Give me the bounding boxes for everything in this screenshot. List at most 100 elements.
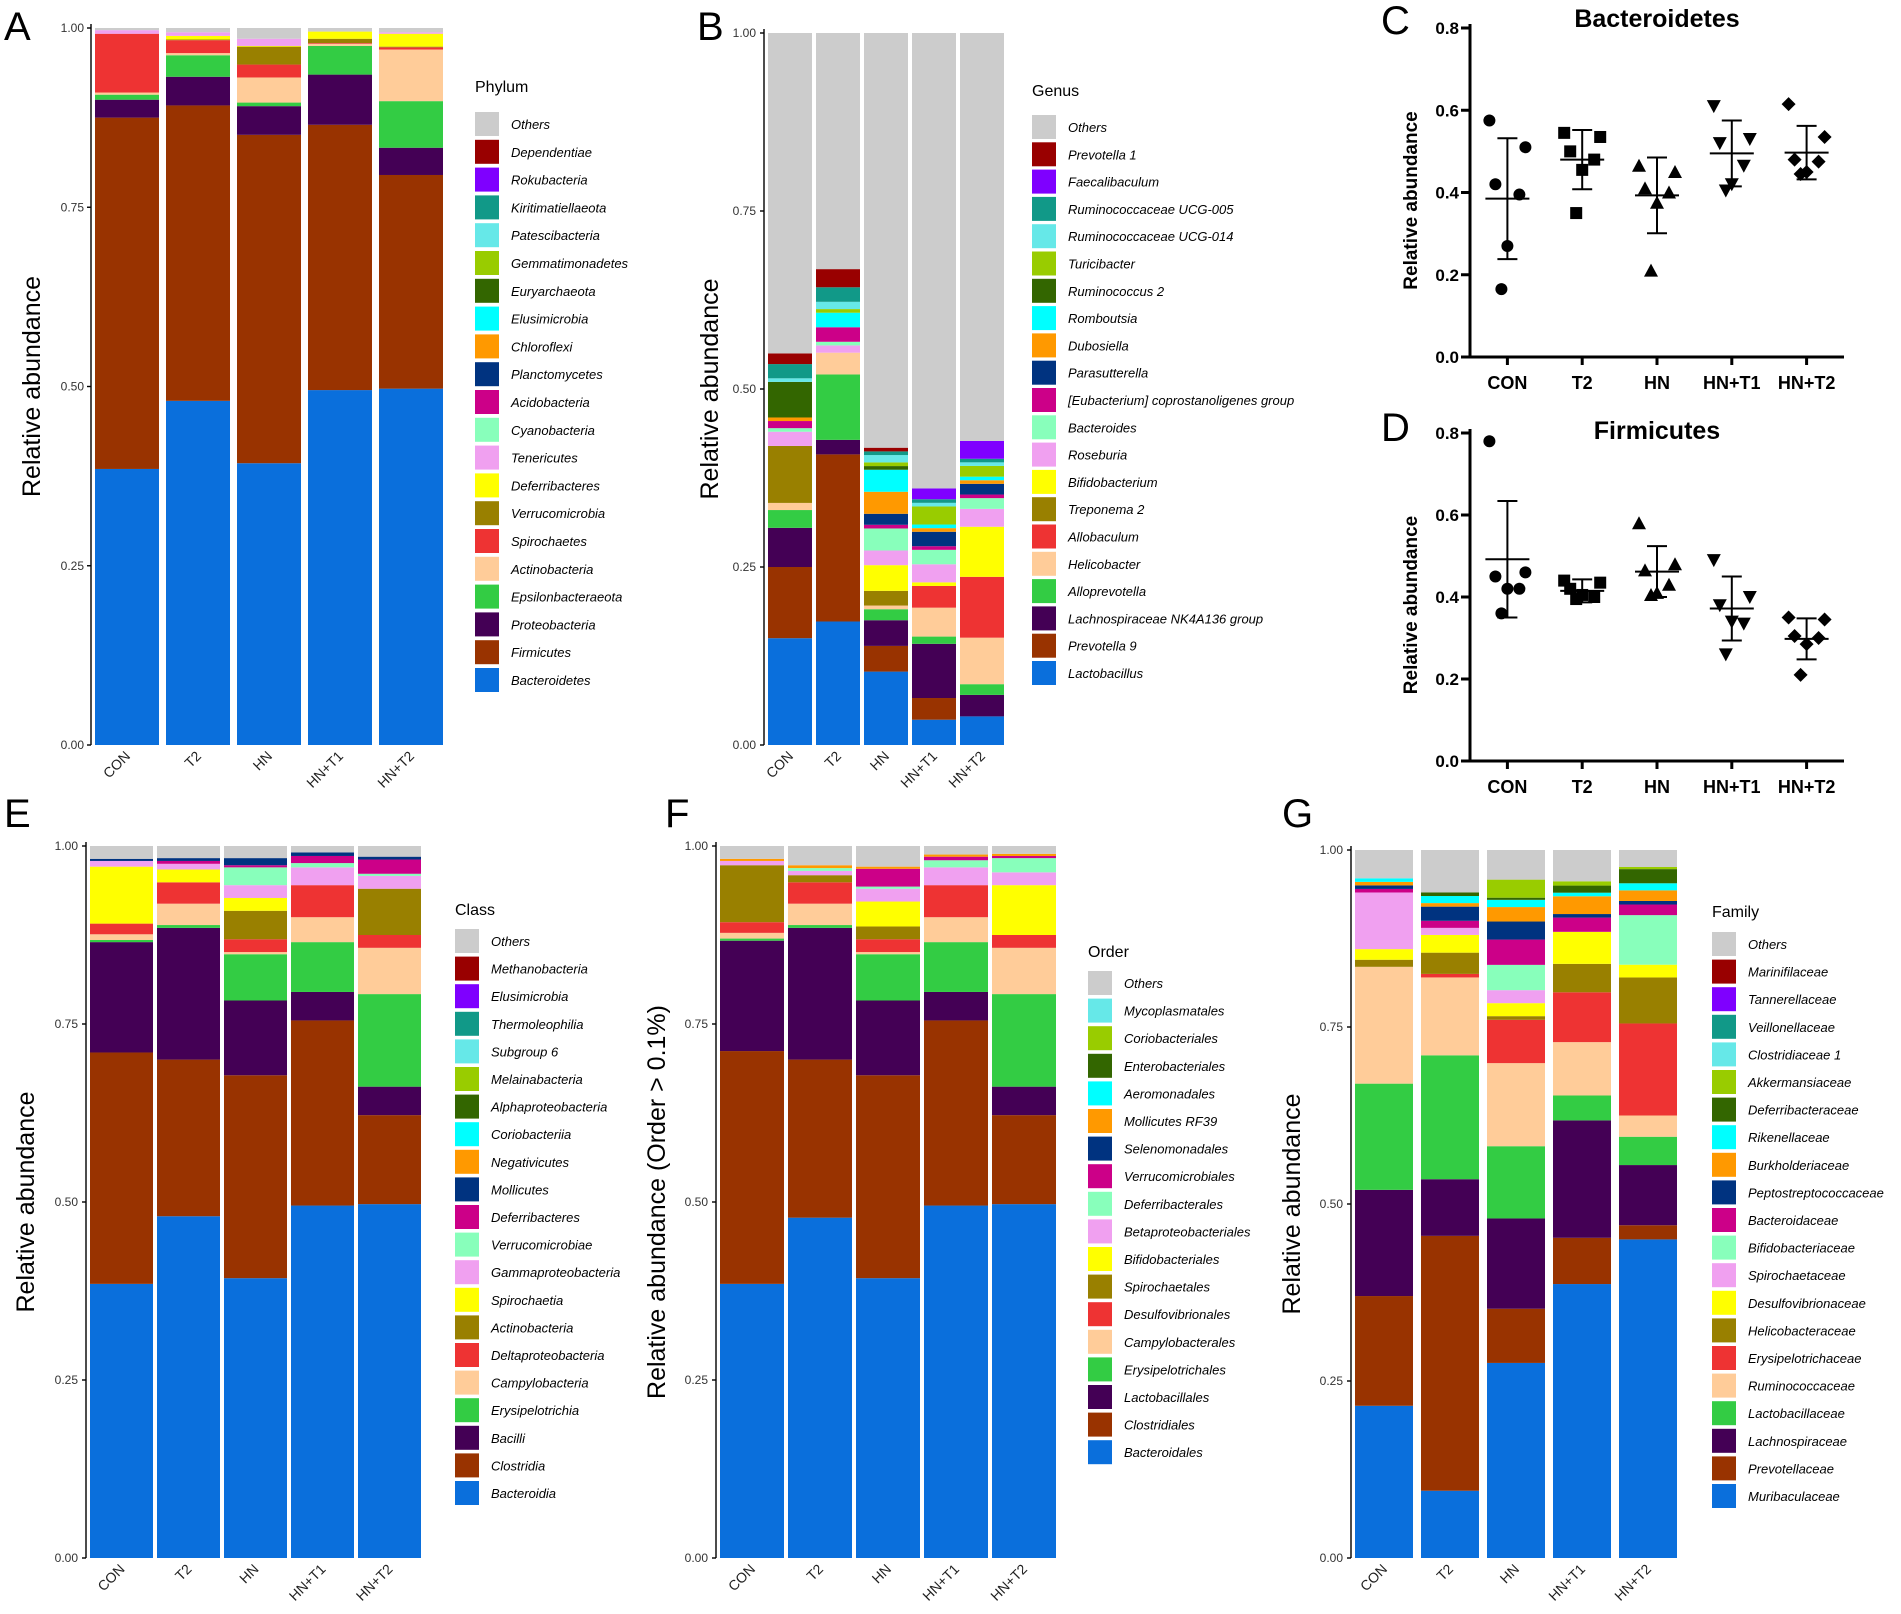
bar-segment-con-treponema-2 <box>768 445 812 503</box>
bar-segment-t2-proteobacteria <box>166 76 230 106</box>
bar-segment-t2-erysipelotrichaceae <box>1421 973 1479 978</box>
bar-segment-con-ruminococcaceae <box>1355 966 1413 1084</box>
legend-label-eubacterium-coprostanoligenes-group: [Eubacterium] coprostanoligenes group <box>1067 393 1294 408</box>
legend-swatch-alloprevotella <box>1032 579 1056 604</box>
y-axis-label: Relative abundance <box>12 1092 40 1313</box>
data-point-hn <box>1662 577 1676 591</box>
legend-swatch-euryarchaeota <box>475 278 499 303</box>
legend-label-turicibacter: Turicibacter <box>1068 257 1136 272</box>
legend-swatch-deferribacteraceae <box>1712 1097 1736 1122</box>
data-point-t2 <box>1558 126 1571 139</box>
bar-segment-t2-ruminococcaceae-ucg-014 <box>816 301 860 310</box>
legend-swatch-bacteroidetes <box>475 668 499 692</box>
legend-swatch-others <box>475 112 499 136</box>
legend-label-treponema-2: Treponema 2 <box>1068 502 1145 517</box>
legend-label-spirochaetales: Spirochaetales <box>1124 1280 1210 1295</box>
legend-label-others: Others <box>491 934 531 949</box>
bar-segment-hn-actinobacteria <box>237 77 301 103</box>
y-tick-label: 0.00 <box>733 738 757 752</box>
legend-label-erysipelotrichaceae: Erysipelotrichaceae <box>1748 1351 1861 1366</box>
bar-segment-hn-t2-erysipelotrichaceae <box>1619 1023 1677 1116</box>
legend-swatch-deferribacteres <box>475 473 499 498</box>
y-tick-label: 0.00 <box>61 738 85 752</box>
bar-segment-t2-erysipelotrichia <box>157 925 220 928</box>
bar-segment-hn-t1-bacteroides <box>912 549 956 565</box>
bar-segment-hn-actinobacteria <box>224 910 287 940</box>
legend-label-verrucomicrobia: Verrucomicrobia <box>511 506 605 521</box>
bar-segment-hn-t1-erysipelotrichia <box>291 942 354 992</box>
legend-swatch-turicibacter <box>1032 251 1056 276</box>
bar-segment-con-rikenellaceae <box>1355 878 1413 882</box>
y-tick-label: 1.00 <box>733 26 757 40</box>
bar-segment-hn-prevotella-9 <box>864 645 908 672</box>
bar-segment-hn-t2-peptostreptococcaceae <box>1619 900 1677 905</box>
bar-segment-t2-spirochaetales <box>788 875 852 883</box>
bar-segment-con-desulfovibrionaceae <box>1355 949 1413 960</box>
data-point-hn-t2 <box>1811 631 1826 645</box>
legend-swatch-planctomycetes <box>475 362 499 387</box>
legend-label-actinobacteria: Actinobacteria <box>490 1320 573 1335</box>
legend-swatch-gemmatimonadetes <box>475 251 499 275</box>
y-tick-label: 0.0 <box>1435 348 1459 367</box>
legend-label-lactobacillus: Lactobacillus <box>1068 666 1144 681</box>
bar-segment-hn-t2-actinobacteria <box>379 49 443 102</box>
legend-label-prevotellaceae: Prevotellaceae <box>1748 1461 1834 1476</box>
legend-swatch-verrucomicrobiae <box>455 1232 479 1257</box>
legend-swatch-actinobacteria <box>475 556 499 581</box>
bar-segment-hn-t1-lachnospiraceae-nk4a136-group <box>912 643 956 699</box>
data-point-hn <box>1644 263 1658 277</box>
bar-segment-hn-t1-verrucomicrobiae <box>291 863 354 868</box>
y-tick-label: 1.00 <box>55 839 79 853</box>
legend-label-spirochaetaceae: Spirochaetaceae <box>1748 1268 1846 1283</box>
bar-segment-t2-peptostreptococcaceae <box>1421 906 1479 921</box>
bar-segment-hn-t1-deferribacteres <box>308 31 372 39</box>
bar-segment-con-peptostreptococcaceae <box>1355 885 1413 889</box>
bar-segment-hn-t1-others <box>924 846 988 855</box>
legend-swatch-prevotellaceae <box>1712 1456 1736 1481</box>
bar-segment-hn-prevotellaceae <box>1487 1308 1545 1363</box>
bar-segment-t2-tenericutes <box>166 32 230 36</box>
legend-swatch-kiritimatiellaeota <box>475 195 499 220</box>
bar-segment-hn-t2-others <box>992 846 1056 854</box>
bar-segment-hn-t2-lactobacillus <box>960 716 1004 745</box>
bar-segment-hn-ruminococcaceae <box>1487 1063 1545 1147</box>
data-point-hn-t2 <box>1787 628 1802 643</box>
legend-label-ruminococcaceae-ucg-005: Ruminococcaceae UCG-005 <box>1068 202 1234 217</box>
y-tick-label: 1.00 <box>61 21 85 35</box>
legend-swatch-selenomonadales <box>1088 1136 1112 1161</box>
bar-segment-hn-t2-others <box>358 846 421 857</box>
bar-segment-hn-t1-ruminococcaceae-ucg-014 <box>912 502 956 507</box>
bar-segment-hn-alloprevotella <box>864 609 908 621</box>
legend-swatch-helicobacter <box>1032 551 1056 576</box>
legend-label-patescibacteria: Patescibacteria <box>511 228 600 243</box>
bar-segment-con-spirochaetales <box>720 865 784 923</box>
bar-segment-con-proteobacteria <box>95 99 159 118</box>
bar-segment-con-alloprevotella <box>768 510 812 528</box>
x-tick-label: HN <box>1644 777 1670 797</box>
legend-label-mollicutes-rf39: Mollicutes RF39 <box>1124 1114 1217 1129</box>
bar-segment-hn-desulfovibrionaceae <box>1487 1003 1545 1017</box>
data-point-hn-t2 <box>1793 166 1808 181</box>
legend-label-bacteroidetes: Bacteroidetes <box>511 673 591 688</box>
legend-swatch-others <box>1712 932 1736 956</box>
bar-segment-hn-t2-bifidobacteriaceae <box>1619 915 1677 965</box>
legend-swatch-parasutterella <box>1032 360 1056 385</box>
bar-segment-con-lachnospiraceae-nk4a136-group <box>768 527 812 567</box>
bar-segment-t2-others <box>816 33 860 270</box>
bar-segment-con-others <box>95 28 159 31</box>
legend-swatch-gammaproteobacteria <box>455 1260 479 1285</box>
chart-e: E 0.00 0.25 0.50 0.75 1.00 Relative abundance C… <box>4 792 620 1604</box>
y-axis-label: Relative abundance <box>1401 111 1422 289</box>
chart-g: G 0.00 0.25 0.50 0.75 1.00 Relative abundance C… <box>1278 792 1884 1604</box>
y-axis-label: Relative abundance <box>18 276 46 497</box>
data-point-hn-t2 <box>1787 152 1802 167</box>
data-point-hn-t2 <box>1817 129 1832 144</box>
bar-segment-con-mollicutes <box>90 858 153 861</box>
legend-swatch-dependentiae <box>475 139 499 164</box>
legend-label-campylobacterales: Campylobacterales <box>1124 1335 1236 1350</box>
bar-segment-hn-firmicutes <box>237 134 301 464</box>
x-tick-label: CON <box>1487 373 1527 393</box>
legend-swatch-deferribacteres <box>455 1205 479 1229</box>
bar-segment-hn-t2-ruminococcaceae <box>1619 1115 1677 1137</box>
bar-segment-con-lactobacillales <box>720 940 784 1052</box>
